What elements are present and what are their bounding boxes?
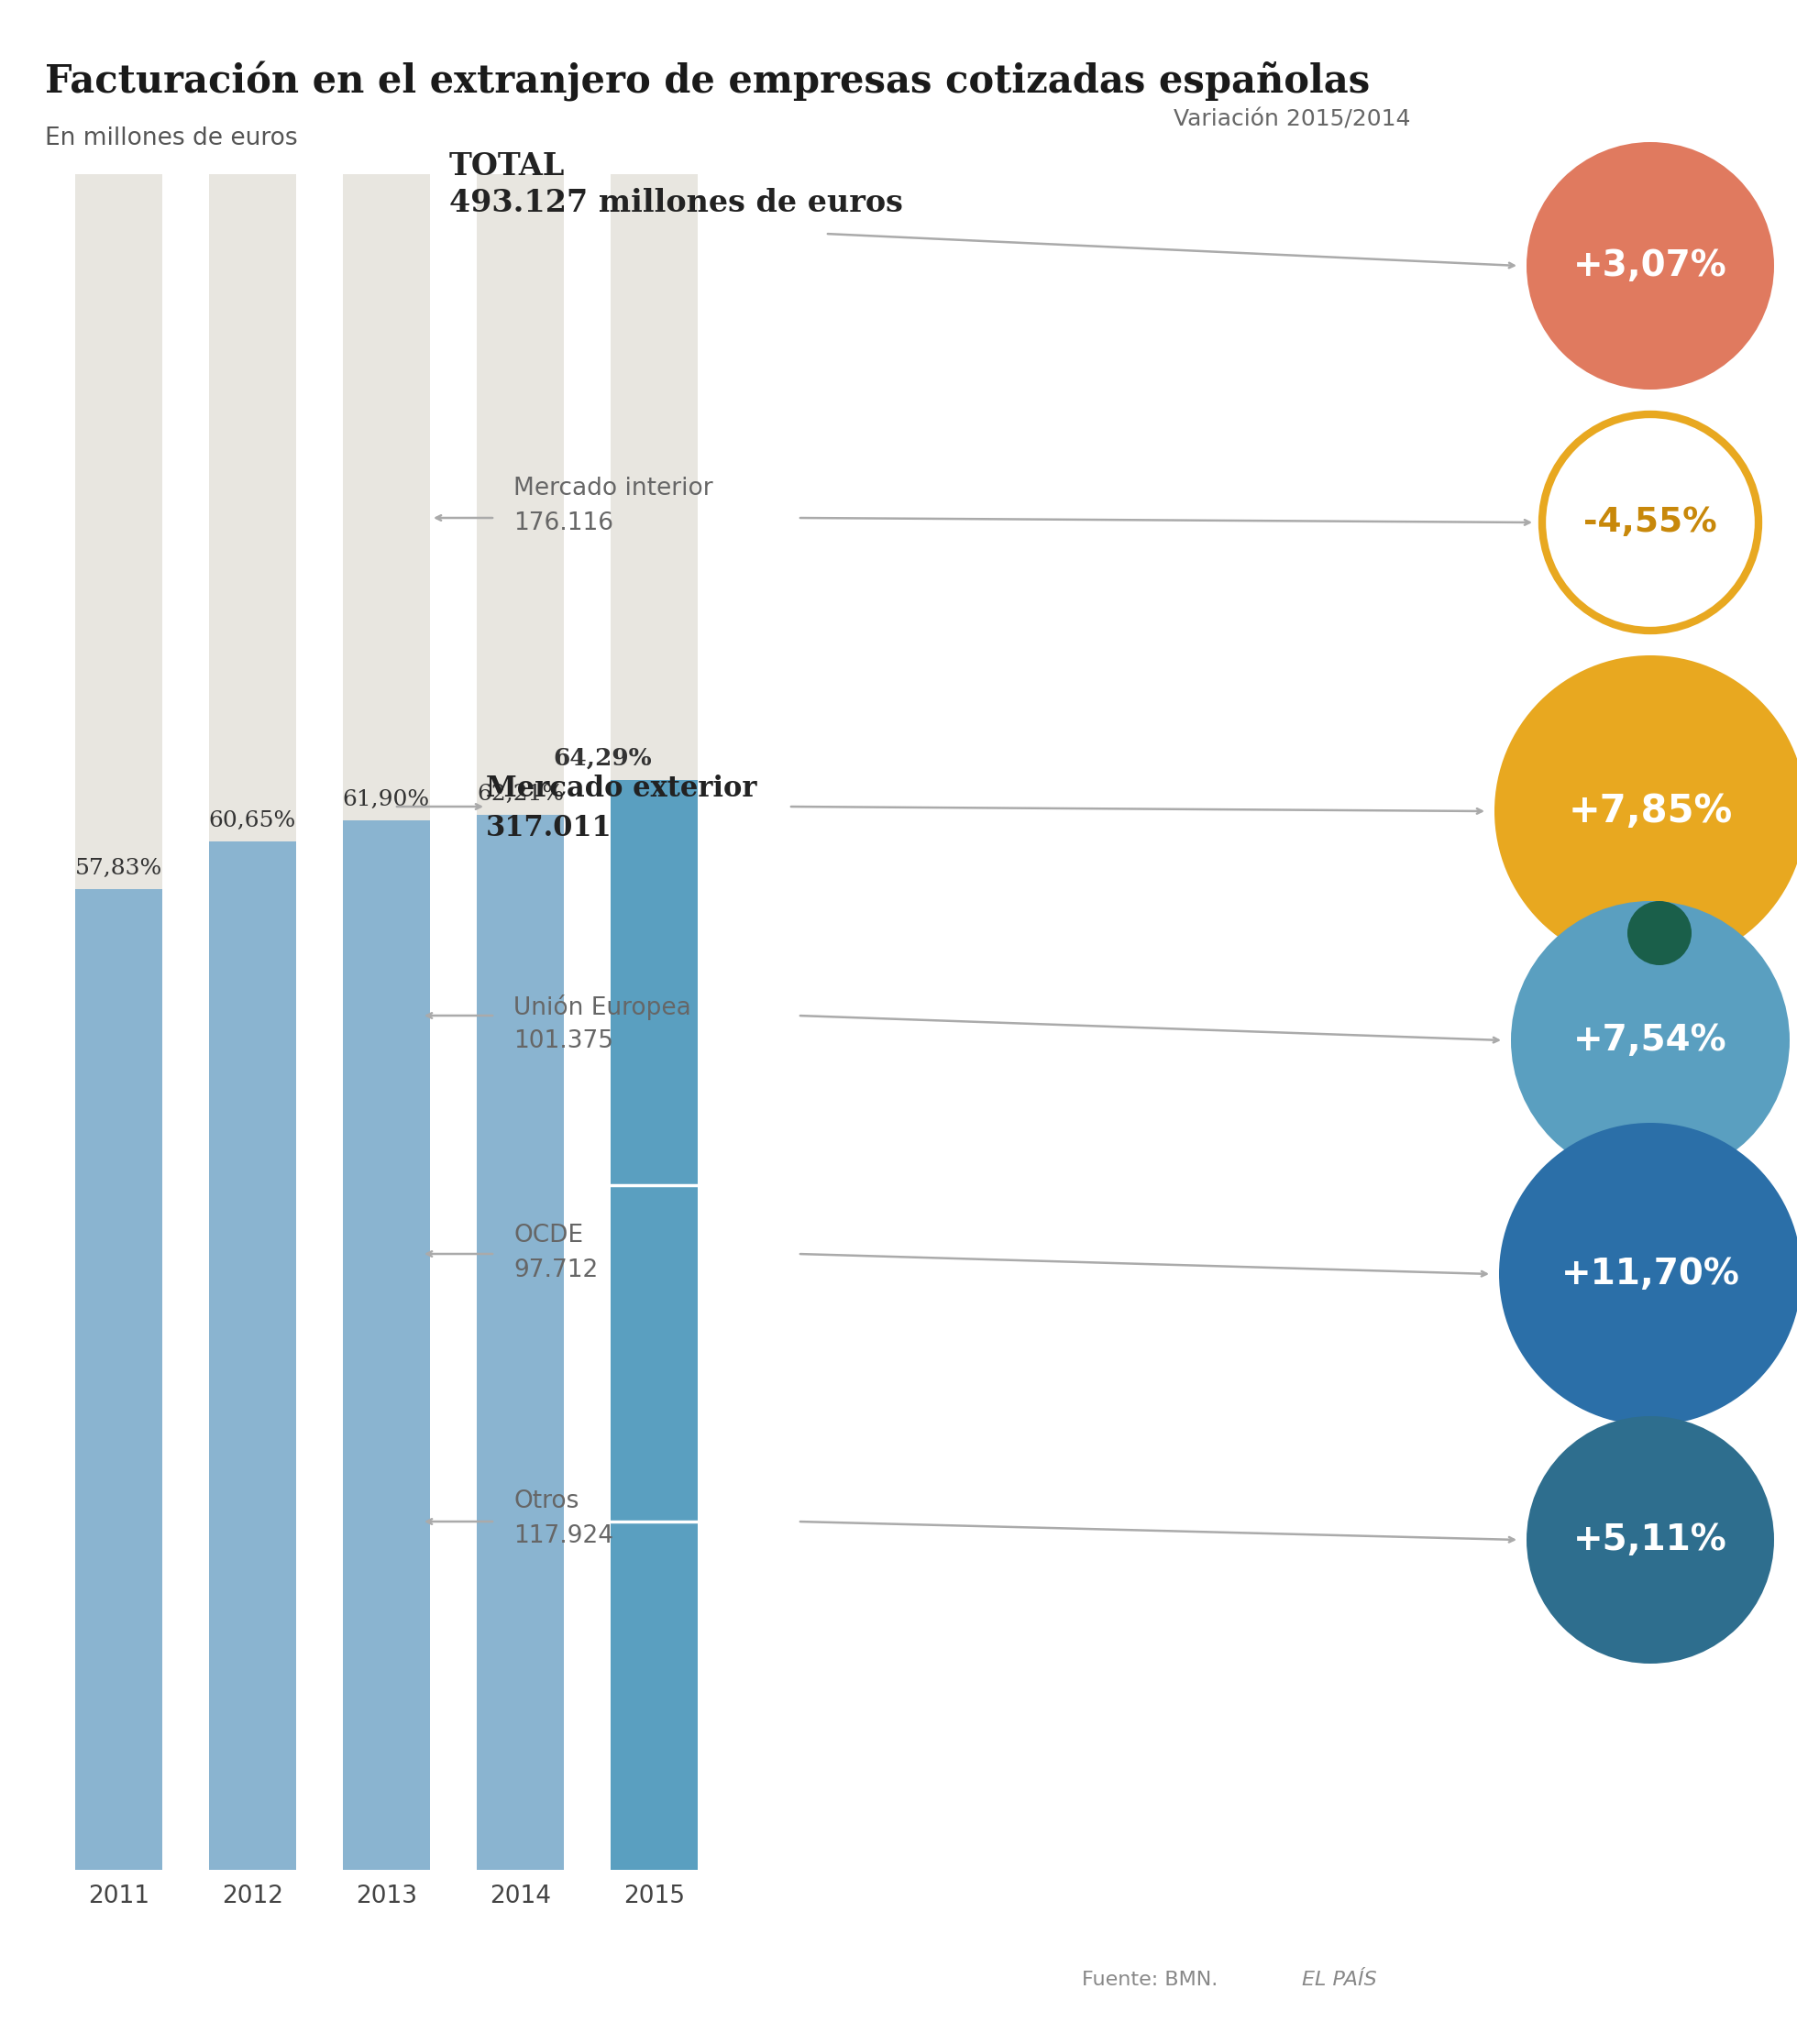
Text: Fuente: BMN.: Fuente: BMN. [1082,1970,1218,1989]
Text: 62,21%: 62,21% [476,783,564,805]
Text: TOTAL: TOTAL [449,151,564,182]
Text: 60,65%: 60,65% [208,809,297,832]
Bar [476,816,564,1870]
Ellipse shape [1495,656,1797,967]
Text: Mercado exterior: Mercado exterior [485,775,757,803]
Text: +7,54%: +7,54% [1574,1022,1727,1057]
Bar [611,779,697,1870]
Text: +7,85%: +7,85% [1569,791,1732,830]
Ellipse shape [1526,1416,1774,1664]
Text: +5,11%: +5,11% [1574,1523,1727,1558]
Bar [343,174,429,820]
Text: OCDE: OCDE [514,1224,582,1247]
Bar [208,174,297,842]
Text: Variación 2015/2014: Variación 2015/2014 [1173,108,1411,131]
Text: Mercado interior: Mercado interior [514,476,713,501]
Text: 317.011: 317.011 [485,814,613,842]
Ellipse shape [1628,901,1691,965]
Ellipse shape [1542,415,1759,632]
Text: EL PAÍS: EL PAÍS [1301,1970,1377,1989]
Text: 61,90%: 61,90% [343,789,429,809]
Text: 101.375: 101.375 [514,1030,613,1053]
Bar [208,842,297,1870]
Ellipse shape [1499,1122,1797,1425]
Text: Unión Europea: Unión Europea [514,995,692,1020]
Text: 117.924: 117.924 [514,1525,613,1547]
Text: Otros: Otros [514,1490,579,1513]
Ellipse shape [1526,143,1774,390]
Text: +3,07%: +3,07% [1574,249,1727,284]
Bar [75,174,162,889]
Bar [476,174,564,816]
Text: 176.116: 176.116 [514,511,613,536]
Text: En millones de euros: En millones de euros [45,127,298,151]
Text: 97.712: 97.712 [514,1259,598,1282]
Bar [611,174,697,779]
Bar [343,820,429,1870]
Text: -4,55%: -4,55% [1583,507,1718,540]
Text: +11,70%: +11,70% [1562,1257,1739,1292]
Ellipse shape [1511,901,1790,1179]
Text: 493.127 millones de euros: 493.127 millones de euros [449,188,902,219]
Bar [75,889,162,1870]
Text: 57,83%: 57,83% [75,858,162,879]
Text: Facturación en el extranjero de empresas cotizadas españolas: Facturación en el extranjero de empresas… [45,61,1369,102]
Text: 64,29%: 64,29% [553,746,652,769]
